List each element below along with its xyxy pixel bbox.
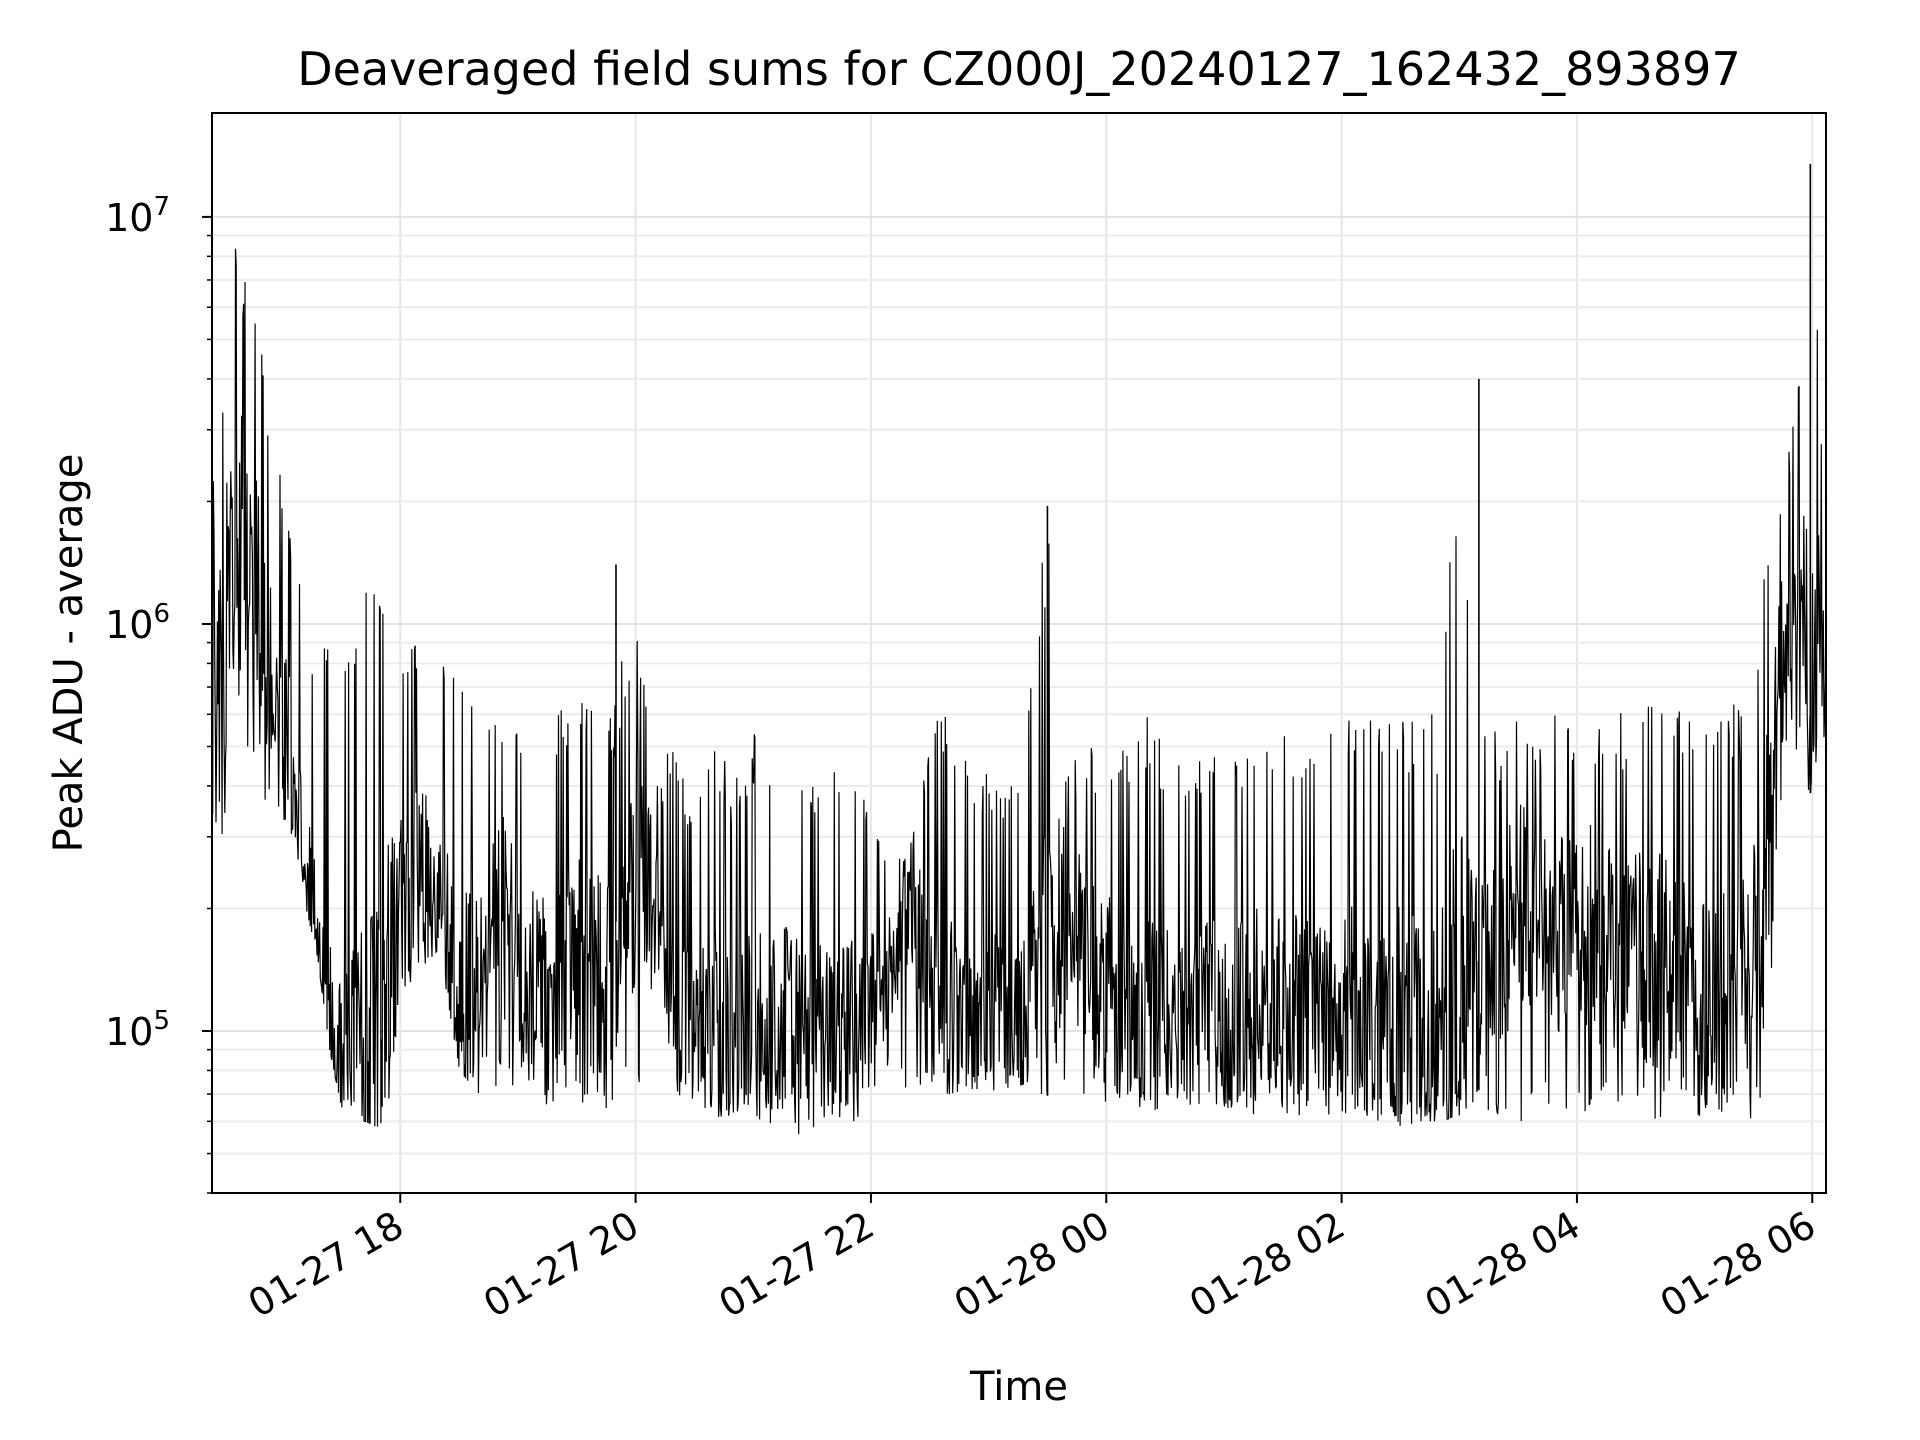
series-line [212, 248, 1826, 1135]
chart-title: Deaveraged field sums for CZ000J_2024012… [297, 42, 1740, 96]
y-tick-label: 107 [105, 192, 170, 240]
plot-area-frame [211, 112, 1827, 1194]
y-axis-label: Peak ADU - average [46, 454, 92, 853]
y-tick-label: 105 [105, 1006, 170, 1054]
y-axis-ticks: 105 106 107 [105, 192, 212, 1194]
y-tick-label: 106 [105, 599, 170, 647]
data-series [212, 163, 1826, 1135]
grid-lines [212, 113, 1826, 1194]
x-axis-label: Time [969, 1364, 1068, 1410]
